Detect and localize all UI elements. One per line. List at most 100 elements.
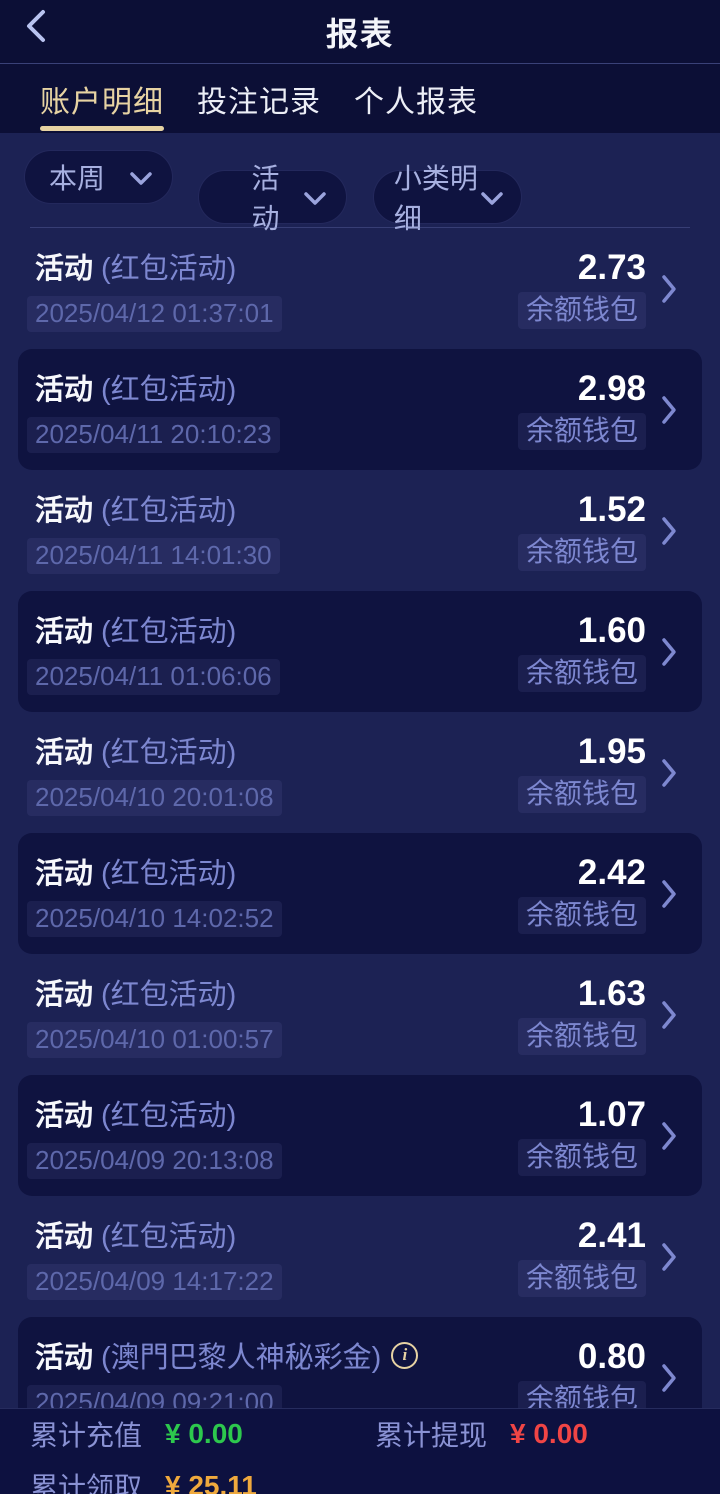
row-subtype: (红包活动) xyxy=(101,374,237,406)
withdraw-label: 累计提现 xyxy=(375,1420,488,1451)
tab-betting-records[interactable]: 投注记录 xyxy=(197,64,321,133)
filter-subtype-value: 小类明细 xyxy=(393,163,478,234)
row-left: 活动 (红包活动) 2025/04/12 01:37:01 xyxy=(27,245,518,332)
row-datetime: 2025/04/12 01:37:01 xyxy=(27,296,282,332)
row-subtype: (红包活动) xyxy=(101,495,237,527)
row-category: 活动 xyxy=(35,616,94,648)
row-right: 0.80 余额钱包 xyxy=(517,1337,646,1418)
info-icon[interactable]: i xyxy=(391,1341,419,1369)
chevron-right-icon xyxy=(646,758,692,788)
row-subtype: (澳門巴黎人神秘彩金) xyxy=(101,1342,382,1374)
row-category: 活动 xyxy=(35,1342,94,1374)
row-subtype: (红包活动) xyxy=(101,616,237,648)
transaction-row[interactable]: 活动 (红包活动) 2025/04/12 01:37:01 2.73 余额钱包 xyxy=(0,228,720,349)
tab-bar: 账户明细 投注记录 个人报表 xyxy=(0,63,720,133)
row-subtype: (红包活动) xyxy=(101,1100,237,1132)
row-right: 1.60 余额钱包 xyxy=(517,611,646,692)
row-amount: 1.07 xyxy=(577,1095,646,1134)
withdraw-value: ¥ 0.00 xyxy=(510,1418,588,1449)
tab-label: 个人报表 xyxy=(354,85,478,119)
row-category: 活动 xyxy=(35,1221,94,1253)
tab-label: 投注记录 xyxy=(197,85,321,119)
page-title: 报表 xyxy=(325,15,394,52)
chevron-down-icon xyxy=(481,181,503,213)
row-datetime: 2025/04/10 14:02:52 xyxy=(27,901,282,937)
filter-period-value: 本周 xyxy=(49,163,106,194)
row-datetime: 2025/04/09 20:13:08 xyxy=(27,1143,282,1179)
filter-period-dropdown[interactable]: 本周 xyxy=(24,150,173,204)
row-left: 活动 (红包活动) 2025/04/10 14:02:52 xyxy=(27,850,518,937)
row-amount: 2.73 xyxy=(577,248,646,287)
row-wallet: 余额钱包 xyxy=(517,1260,646,1297)
row-right: 2.73 余额钱包 xyxy=(517,248,646,329)
transaction-row[interactable]: 活动 (红包活动) 2025/04/09 20:13:08 1.07 余额钱包 xyxy=(18,1075,702,1196)
divider xyxy=(30,227,690,228)
row-category: 活动 xyxy=(35,253,94,285)
transaction-row[interactable]: 活动 (红包活动) 2025/04/10 20:01:08 1.95 余额钱包 xyxy=(0,712,720,833)
header: 报表 xyxy=(0,0,720,63)
transaction-list: 活动 (红包活动) 2025/04/12 01:37:01 2.73 余额钱包 xyxy=(0,228,720,1494)
chevron-right-icon xyxy=(646,274,692,304)
row-amount: 2.41 xyxy=(577,1216,646,1255)
row-wallet: 余额钱包 xyxy=(517,1139,646,1176)
row-datetime: 2025/04/11 14:01:30 xyxy=(27,538,280,574)
row-category: 活动 xyxy=(35,495,94,527)
tab-personal-report[interactable]: 个人报表 xyxy=(354,64,478,133)
chevron-right-icon xyxy=(646,637,692,667)
filter-type-value: 活动 xyxy=(251,163,280,234)
transaction-row[interactable]: 活动 (红包活动) 2025/04/10 14:02:52 2.42 余额钱包 xyxy=(18,833,702,954)
row-datetime: 2025/04/11 01:06:06 xyxy=(27,659,280,695)
row-right: 1.95 余额钱包 xyxy=(517,732,646,813)
row-wallet: 余额钱包 xyxy=(517,534,646,571)
active-tab-underline xyxy=(40,126,164,131)
chevron-right-icon xyxy=(646,1242,692,1272)
tab-label: 账户明细 xyxy=(40,85,164,119)
transaction-row[interactable]: 活动 (红包活动) 2025/04/11 01:06:06 1.60 余额钱包 xyxy=(18,591,702,712)
row-datetime: 2025/04/10 20:01:08 xyxy=(27,780,282,816)
row-datetime: 2025/04/09 14:17:22 xyxy=(27,1264,282,1300)
row-category: 活动 xyxy=(35,737,94,769)
filter-subtype-dropdown[interactable]: 小类明细 xyxy=(372,163,522,234)
chevron-down-icon xyxy=(130,161,152,193)
row-amount: 1.52 xyxy=(577,490,646,529)
transaction-row[interactable]: 活动 (红包活动) 2025/04/11 20:10:23 2.98 余额钱包 xyxy=(18,349,702,470)
row-left: 活动 (红包活动) 2025/04/09 20:13:08 xyxy=(27,1092,518,1179)
row-left: 活动 (红包活动) 2025/04/10 20:01:08 xyxy=(27,729,518,816)
filter-type-dropdown[interactable]: 活动 xyxy=(198,163,348,234)
row-amount: 2.98 xyxy=(577,369,646,408)
row-category: 活动 xyxy=(35,858,94,890)
tab-account-details[interactable]: 账户明细 xyxy=(40,64,164,133)
row-subtype: (红包活动) xyxy=(101,1221,237,1253)
row-subtype: (红包活动) xyxy=(101,979,237,1011)
row-subtype: (红包活动) xyxy=(101,737,237,769)
transaction-row[interactable]: 活动 (红包活动) 2025/04/10 01:00:57 1.63 余额钱包 xyxy=(0,954,720,1075)
row-wallet: 余额钱包 xyxy=(517,292,646,329)
chevron-down-icon xyxy=(304,181,327,213)
row-left: 活动 (红包活动) 2025/04/11 14:01:30 xyxy=(27,487,518,574)
row-right: 2.42 余额钱包 xyxy=(517,853,646,934)
chevron-right-icon xyxy=(646,1363,692,1393)
row-right: 1.07 余额钱包 xyxy=(517,1095,646,1176)
row-left: 活动 (红包活动) 2025/04/10 01:00:57 xyxy=(27,971,518,1058)
row-left: 活动 (红包活动) 2025/04/11 20:10:23 xyxy=(27,366,518,453)
chevron-right-icon xyxy=(646,879,692,909)
row-amount: 1.95 xyxy=(577,732,646,771)
chevron-right-icon xyxy=(646,1121,692,1151)
chevron-right-icon xyxy=(646,395,692,425)
chevron-right-icon xyxy=(646,516,692,546)
row-datetime: 2025/04/10 01:00:57 xyxy=(27,1022,282,1058)
back-button[interactable] xyxy=(14,4,58,52)
recharge-value: ¥ 0.00 xyxy=(165,1418,243,1449)
filter-bar: 本周 活动 小类明细 xyxy=(0,133,720,234)
row-wallet: 余额钱包 xyxy=(517,655,646,692)
row-wallet: 余额钱包 xyxy=(517,1018,646,1055)
transaction-row[interactable]: 活动 (红包活动) 2025/04/11 14:01:30 1.52 余额钱包 xyxy=(0,470,720,591)
row-amount: 0.80 xyxy=(577,1337,646,1376)
row-category: 活动 xyxy=(35,374,94,406)
chevron-right-icon xyxy=(646,1000,692,1030)
transaction-row[interactable]: 活动 (红包活动) 2025/04/09 14:17:22 2.41 余额钱包 xyxy=(0,1196,720,1317)
row-left: 活动 (红包活动) 2025/04/09 14:17:22 xyxy=(27,1213,518,1300)
row-category: 活动 xyxy=(35,979,94,1011)
row-subtype: (红包活动) xyxy=(101,253,237,285)
